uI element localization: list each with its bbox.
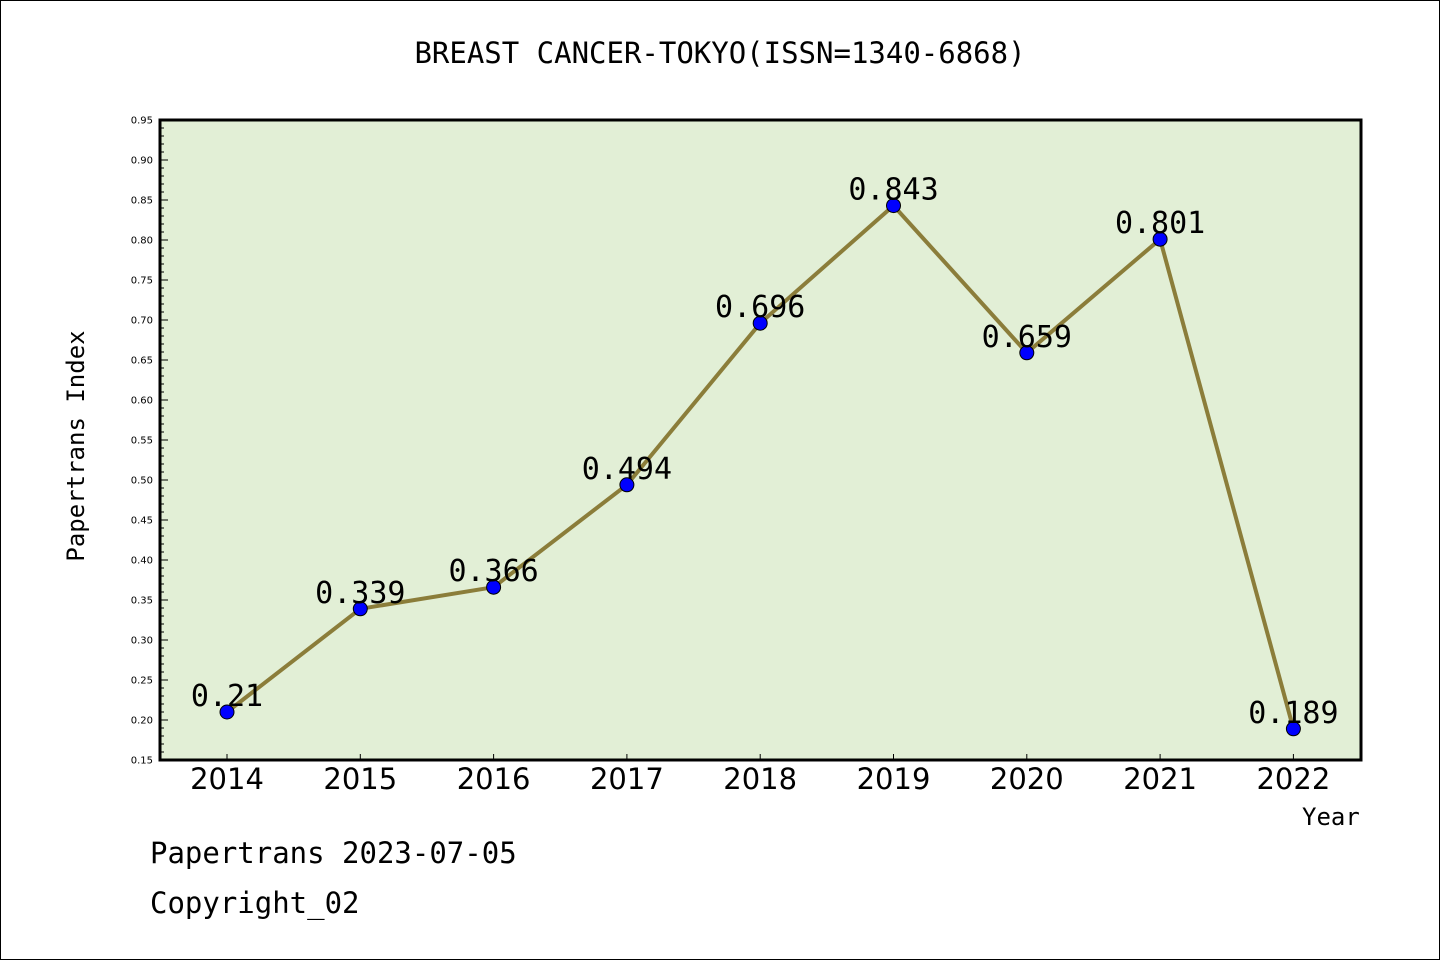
footer-copyright: Copyright_02	[150, 886, 360, 920]
data-point	[1285, 721, 1301, 737]
data-point	[1019, 345, 1035, 361]
y-tick-label: 0.80	[131, 236, 153, 247]
y-tick-label: 0.45	[131, 516, 153, 527]
y-tick-label: 0.70	[131, 316, 153, 327]
data-point	[352, 601, 368, 617]
y-tick-label: 0.95	[131, 116, 153, 127]
x-tick-label: 2015	[323, 762, 397, 796]
data-point	[219, 704, 235, 720]
data-label: 0.366	[448, 554, 538, 589]
y-tick-label: 0.65	[131, 356, 153, 367]
data-point	[886, 198, 901, 214]
x-tick-label: 2022	[1256, 762, 1330, 796]
y-tick-label: 0.55	[131, 436, 153, 447]
x-axis-label: Year	[1302, 803, 1360, 831]
chart-title: BREAST CANCER-TOKYO(ISSN=1340-6868)	[414, 36, 1026, 70]
data-label: 0.21	[191, 679, 263, 714]
data-point	[752, 315, 768, 331]
data-point	[619, 477, 635, 493]
data-label: 0.494	[582, 452, 672, 487]
data-point	[486, 579, 502, 595]
x-tick-label: 2016	[457, 762, 531, 796]
x-tick-label: 2014	[190, 762, 264, 796]
x-tick-label: 2019	[857, 762, 931, 796]
data-label: 0.696	[715, 290, 805, 325]
data-label: 0.189	[1248, 696, 1338, 731]
y-tick-label: 0.30	[131, 636, 153, 647]
y-tick-label: 0.50	[131, 476, 153, 487]
data-label: 0.801	[1115, 206, 1205, 241]
x-tick-label: 2018	[723, 762, 797, 796]
y-tick-label: 0.85	[131, 196, 153, 207]
y-tick-label: 0.15	[131, 756, 153, 767]
data-label: 0.659	[982, 320, 1072, 355]
x-tick-label: 2017	[590, 762, 664, 796]
y-tick-label: 0.25	[131, 676, 153, 687]
x-tick-label: 2021	[1123, 762, 1197, 796]
y-tick-label: 0.35	[131, 596, 153, 607]
data-label: 0.339	[315, 576, 405, 611]
y-tick-label: 0.60	[131, 396, 153, 407]
y-tick-label: 0.40	[131, 556, 153, 567]
y-tick-label: 0.90	[131, 156, 153, 167]
footer-date: Papertrans 2023-07-05	[150, 836, 517, 870]
x-tick-label: 2020	[990, 762, 1064, 796]
plot-area	[160, 120, 1361, 760]
plot-border	[158, 118, 1363, 762]
data-point	[1152, 231, 1168, 247]
y-tick-label: 0.75	[131, 276, 153, 287]
y-tick-label: 0.20	[131, 716, 153, 727]
data-label: 0.843	[848, 173, 938, 208]
